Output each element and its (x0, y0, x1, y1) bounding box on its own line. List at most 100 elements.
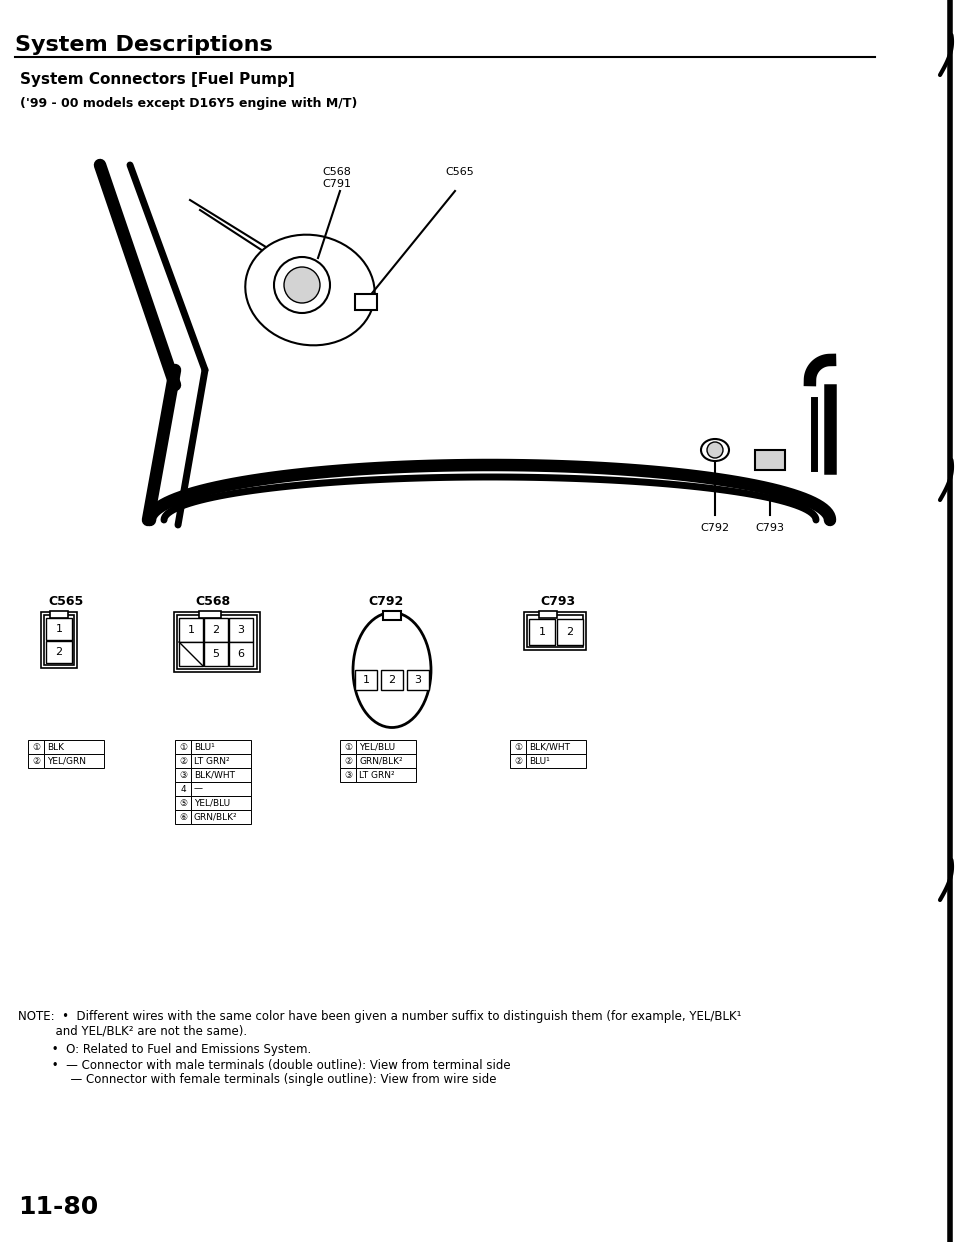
Text: BLK: BLK (47, 743, 64, 751)
Text: ①: ① (179, 743, 187, 751)
Circle shape (284, 267, 320, 303)
Text: ⑤: ⑤ (179, 799, 187, 807)
Text: C793: C793 (540, 595, 575, 609)
Circle shape (707, 442, 723, 458)
Text: BLK/WHT: BLK/WHT (194, 770, 235, 780)
Text: 1: 1 (56, 623, 62, 633)
Text: YEL/GRN: YEL/GRN (47, 756, 86, 765)
Text: System Connectors [Fuel Pump]: System Connectors [Fuel Pump] (20, 72, 295, 87)
Bar (529, 619, 555, 645)
Text: 5: 5 (212, 650, 220, 660)
Bar (191, 796, 251, 810)
Bar (356, 754, 416, 768)
Text: ①: ① (32, 743, 40, 751)
Text: LT GRN²: LT GRN² (359, 770, 395, 780)
Text: 3: 3 (237, 625, 245, 635)
Bar (755, 450, 785, 469)
Bar (177, 615, 257, 669)
Text: C791: C791 (322, 179, 351, 189)
Bar (46, 619, 72, 640)
Text: C792: C792 (700, 523, 730, 533)
Text: ②: ② (179, 756, 187, 765)
Text: 2: 2 (212, 625, 220, 635)
Text: ③: ③ (179, 770, 187, 780)
Bar (175, 768, 191, 782)
Bar (526, 740, 586, 754)
Bar (510, 740, 526, 754)
Text: and YEL/BLK² are not the same).: and YEL/BLK² are not the same). (18, 1025, 247, 1038)
Text: 2: 2 (389, 674, 396, 686)
Bar (340, 740, 356, 754)
Bar (191, 810, 251, 823)
Text: C565: C565 (48, 595, 84, 609)
Bar (355, 294, 377, 310)
Bar (199, 611, 221, 619)
Bar (383, 611, 401, 620)
Text: 1: 1 (363, 674, 370, 686)
Bar (340, 754, 356, 768)
Text: 1: 1 (539, 627, 545, 637)
Bar (510, 754, 526, 768)
Bar (557, 619, 583, 645)
Text: ②: ② (514, 756, 522, 765)
Bar (179, 619, 203, 642)
Text: 6: 6 (237, 650, 245, 660)
Bar (50, 611, 68, 619)
Bar (44, 615, 74, 664)
Bar (179, 642, 203, 666)
Bar (340, 768, 356, 782)
Text: — Connector with female terminals (single outline): View from wire side: — Connector with female terminals (singl… (18, 1073, 496, 1086)
Text: ⑥: ⑥ (179, 812, 187, 821)
Bar (41, 612, 77, 668)
Text: •  O: Related to Fuel and Emissions System.: • O: Related to Fuel and Emissions Syste… (18, 1043, 311, 1056)
Bar (28, 740, 44, 754)
Bar (356, 740, 416, 754)
Text: 2: 2 (566, 627, 573, 637)
Bar (356, 768, 416, 782)
Text: C792: C792 (368, 595, 403, 609)
Bar (355, 669, 377, 691)
Bar (229, 642, 253, 666)
Text: ③: ③ (344, 770, 352, 780)
Bar (28, 754, 44, 768)
Text: NOTE:  •  Different wires with the same color have been given a number suffix to: NOTE: • Different wires with the same co… (18, 1010, 741, 1023)
Bar (44, 740, 104, 754)
Text: BLU¹: BLU¹ (529, 756, 550, 765)
Bar (175, 740, 191, 754)
Text: ②: ② (32, 756, 40, 765)
Bar (539, 611, 557, 619)
Text: GRN/BLK²: GRN/BLK² (359, 756, 402, 765)
Text: C793: C793 (755, 523, 784, 533)
Bar (229, 619, 253, 642)
Bar (381, 669, 403, 691)
Text: 3: 3 (415, 674, 421, 686)
Ellipse shape (245, 235, 374, 345)
Text: LT GRN²: LT GRN² (194, 756, 229, 765)
Text: 1: 1 (187, 625, 195, 635)
Bar (526, 754, 586, 768)
Text: 2: 2 (56, 647, 62, 657)
Bar (175, 754, 191, 768)
Bar (191, 740, 251, 754)
Text: 4: 4 (180, 785, 186, 794)
Ellipse shape (701, 438, 729, 461)
Bar (175, 810, 191, 823)
Text: C568: C568 (322, 166, 350, 178)
Text: ①: ① (344, 743, 352, 751)
Text: •  — Connector with male terminals (double outline): View from terminal side: • — Connector with male terminals (doubl… (18, 1059, 511, 1072)
Bar (191, 768, 251, 782)
Circle shape (274, 257, 330, 313)
Bar (44, 754, 104, 768)
Text: 11-80: 11-80 (18, 1195, 98, 1218)
Text: BLU¹: BLU¹ (194, 743, 215, 751)
Ellipse shape (353, 612, 431, 728)
Bar (204, 642, 228, 666)
Bar (407, 669, 429, 691)
Text: System Descriptions: System Descriptions (15, 35, 273, 55)
Bar (527, 615, 583, 647)
Text: BLK/WHT: BLK/WHT (529, 743, 570, 751)
Bar (191, 782, 251, 796)
Bar (175, 796, 191, 810)
Text: GRN/BLK²: GRN/BLK² (194, 812, 238, 821)
Text: C565: C565 (445, 166, 473, 178)
